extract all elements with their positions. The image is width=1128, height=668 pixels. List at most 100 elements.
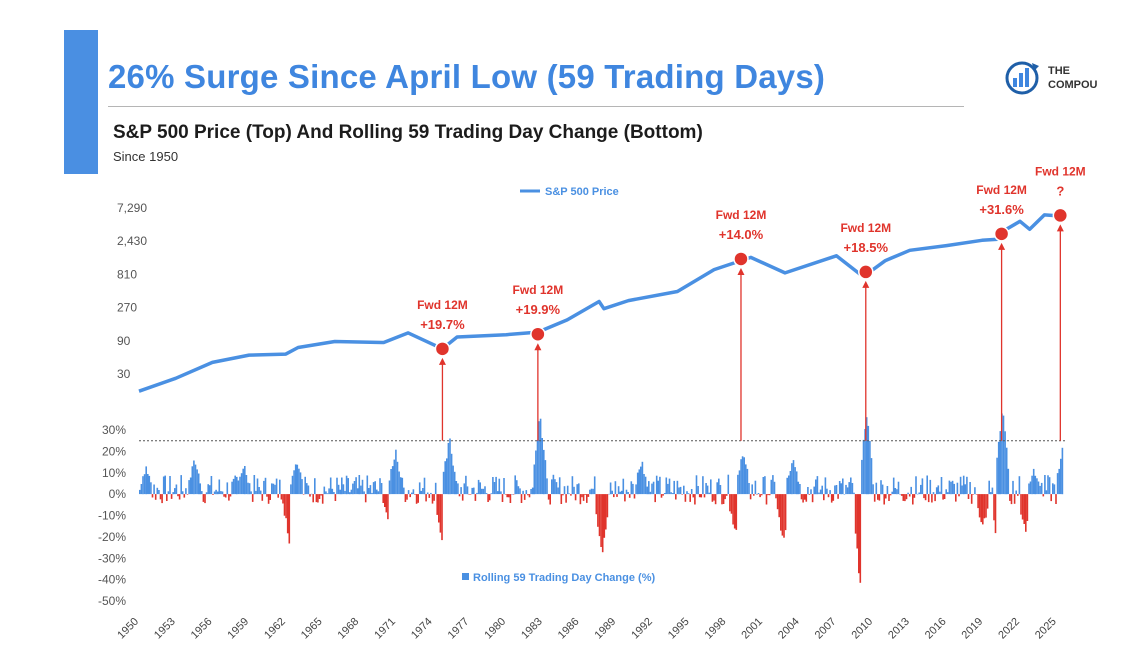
brand-logo-text: THE COMPOU	[1048, 64, 1098, 92]
change-bar	[622, 478, 625, 495]
price-axis-tick-label: 2,430	[117, 234, 147, 248]
change-bar	[428, 494, 431, 498]
change-bar	[213, 491, 216, 495]
change-bar	[698, 494, 701, 498]
change-bar	[180, 475, 182, 495]
change-bar	[436, 494, 438, 515]
price-axis-tick-label: 810	[117, 267, 137, 281]
change-bar	[170, 494, 173, 499]
change-bar	[509, 494, 512, 503]
change-bar	[573, 486, 575, 495]
change-bar	[818, 492, 820, 495]
rolling-change-bars	[139, 413, 1064, 583]
change-bar	[915, 476, 917, 495]
change-bar	[1047, 475, 1049, 495]
change-bar	[158, 490, 160, 495]
change-bar	[568, 493, 571, 495]
change-bar	[562, 494, 564, 496]
change-bar	[918, 492, 920, 495]
change-bar	[832, 494, 835, 501]
change-bar	[609, 482, 612, 495]
change-bar	[441, 494, 443, 541]
change-bar	[789, 471, 792, 495]
change-bar	[298, 468, 300, 495]
change-bar	[850, 477, 852, 495]
change-bar	[937, 485, 940, 495]
change-bar	[147, 474, 149, 495]
change-bar	[533, 464, 536, 495]
change-bar	[156, 487, 159, 495]
change-bar	[229, 494, 232, 497]
change-bar	[880, 480, 882, 495]
change-bar	[773, 481, 776, 495]
change-bar	[875, 482, 878, 495]
change-bar	[299, 472, 302, 495]
change-bar	[821, 485, 823, 495]
change-bar	[921, 478, 924, 495]
change-bar	[512, 494, 515, 495]
change-bar	[753, 494, 755, 496]
x-axis-tick-label: 1998	[703, 616, 729, 642]
change-bar	[899, 494, 901, 495]
change-bar	[188, 480, 190, 495]
change-bar	[164, 475, 166, 495]
change-bar	[983, 494, 986, 519]
change-bar	[891, 491, 893, 495]
change-bar	[546, 478, 548, 495]
change-bar	[576, 484, 578, 495]
change-bar	[582, 494, 585, 501]
change-bar	[317, 494, 319, 503]
change-bar	[234, 475, 236, 495]
change-bar	[271, 483, 273, 495]
change-bar	[309, 494, 311, 497]
change-bar	[207, 484, 209, 495]
change-bar	[684, 494, 687, 502]
change-bar	[153, 484, 155, 495]
change-bar	[657, 480, 660, 495]
change-bar	[554, 479, 556, 495]
change-bar	[321, 494, 324, 504]
change-bar	[966, 476, 968, 495]
event-marker	[1052, 207, 1069, 224]
change-bar	[703, 494, 706, 498]
change-bar	[819, 489, 822, 495]
change-bar	[651, 483, 653, 495]
change-bar	[314, 478, 316, 495]
change-bar	[1048, 477, 1051, 495]
x-axis-tick-label: 1950	[115, 616, 141, 642]
change-bar	[1025, 494, 1027, 532]
change-bar	[290, 484, 292, 495]
change-bar	[842, 478, 844, 495]
event-arrow-head	[1056, 224, 1064, 232]
change-bar	[479, 482, 481, 495]
change-bar	[708, 492, 710, 495]
change-bar	[1020, 494, 1022, 515]
change-bar	[934, 494, 936, 502]
change-bar	[151, 494, 154, 498]
change-bar	[223, 494, 225, 497]
change-bar	[337, 484, 340, 495]
change-bar	[398, 471, 400, 495]
change-bar	[920, 484, 922, 495]
change-bar	[236, 476, 238, 495]
change-bar	[304, 476, 306, 495]
change-bar	[964, 484, 967, 495]
change-bar	[142, 476, 144, 495]
change-bar	[816, 476, 819, 495]
change-bar	[384, 494, 386, 507]
change-bar	[633, 494, 636, 499]
change-bar	[452, 465, 454, 495]
change-bar	[492, 477, 494, 495]
change-bar	[627, 492, 629, 495]
change-bar	[757, 493, 760, 495]
change-bar	[589, 489, 591, 495]
change-bar	[266, 494, 268, 497]
change-bar	[625, 489, 628, 495]
event-arrow-head	[998, 242, 1006, 250]
change-bar	[894, 488, 897, 495]
change-bar	[326, 493, 329, 495]
change-bar	[237, 480, 240, 495]
x-axis-tick-label: 2007	[813, 616, 839, 642]
change-bar	[996, 457, 998, 495]
change-bar	[606, 494, 609, 518]
